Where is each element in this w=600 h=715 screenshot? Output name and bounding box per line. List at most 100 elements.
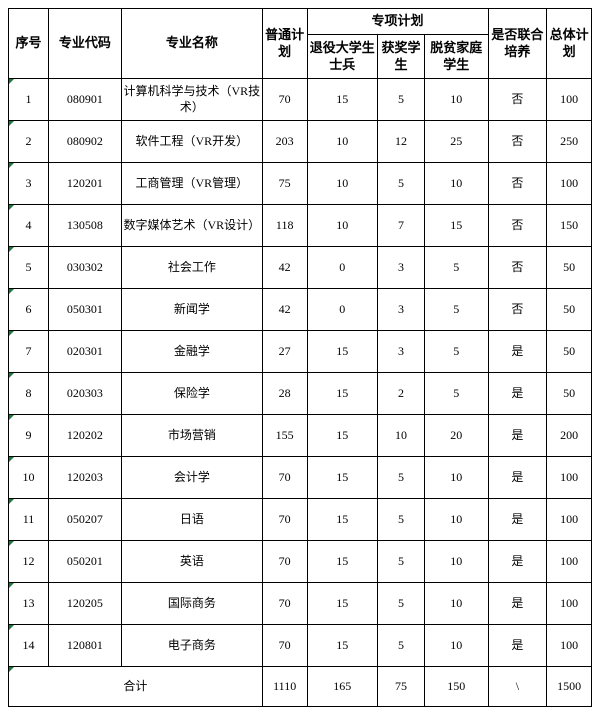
cell-sp-award: 7 — [378, 205, 425, 247]
header-seq: 序号 — [9, 9, 49, 79]
cell-name: 社会工作 — [121, 247, 262, 289]
cell-code: 020301 — [48, 331, 121, 373]
cell-seq: 8 — [9, 373, 49, 415]
cell-general: 118 — [262, 205, 307, 247]
cell-sum-general: 1110 — [262, 667, 307, 707]
cell-seq: 5 — [9, 247, 49, 289]
cell-sp-veteran: 15 — [307, 79, 378, 121]
cell-sp-veteran: 15 — [307, 373, 378, 415]
cell-total: 50 — [547, 289, 592, 331]
cell-code: 120203 — [48, 457, 121, 499]
cell-joint: 否 — [488, 121, 547, 163]
cell-joint: 否 — [488, 163, 547, 205]
cell-name: 英语 — [121, 541, 262, 583]
corner-mark-icon — [9, 625, 14, 630]
cell-name: 会计学 — [121, 457, 262, 499]
cell-code: 020303 — [48, 373, 121, 415]
cell-general: 75 — [262, 163, 307, 205]
cell-sp-veteran: 0 — [307, 289, 378, 331]
cell-seq: 14 — [9, 625, 49, 667]
cell-sp-award: 3 — [378, 331, 425, 373]
cell-name: 数字媒体艺术（VR设计） — [121, 205, 262, 247]
corner-mark-icon — [9, 373, 14, 378]
cell-name: 新闻学 — [121, 289, 262, 331]
cell-sp-veteran: 15 — [307, 457, 378, 499]
cell-sp-veteran: 10 — [307, 205, 378, 247]
corner-mark-icon — [9, 457, 14, 462]
cell-sp-veteran: 10 — [307, 121, 378, 163]
cell-total: 50 — [547, 331, 592, 373]
cell-total: 250 — [547, 121, 592, 163]
cell-sp-poor: 5 — [425, 373, 489, 415]
cell-code: 050207 — [48, 499, 121, 541]
cell-joint: 是 — [488, 499, 547, 541]
table-row: 7020301金融学271535是50 — [9, 331, 592, 373]
cell-total: 100 — [547, 499, 592, 541]
cell-total: 100 — [547, 541, 592, 583]
cell-sum-joint: \ — [488, 667, 547, 707]
cell-seq: 10 — [9, 457, 49, 499]
cell-sp-poor: 10 — [425, 625, 489, 667]
cell-total: 100 — [547, 625, 592, 667]
cell-sp-poor: 20 — [425, 415, 489, 457]
corner-mark-icon — [9, 667, 14, 672]
cell-sp-poor: 25 — [425, 121, 489, 163]
cell-sp-veteran: 10 — [307, 163, 378, 205]
header-joint: 是否联合培养 — [488, 9, 547, 79]
cell-general: 42 — [262, 289, 307, 331]
cell-total: 200 — [547, 415, 592, 457]
corner-mark-icon — [9, 205, 14, 210]
table-row: 5030302社会工作42035否50 — [9, 247, 592, 289]
table-row: 4130508数字媒体艺术（VR设计）11810715否150 — [9, 205, 592, 247]
cell-general: 70 — [262, 499, 307, 541]
cell-name: 电子商务 — [121, 625, 262, 667]
cell-sum-label: 合计 — [9, 667, 263, 707]
cell-code: 120201 — [48, 163, 121, 205]
cell-sp-poor: 10 — [425, 163, 489, 205]
corner-mark-icon — [9, 79, 14, 84]
cell-name: 计算机科学与技术（VR技术） — [121, 79, 262, 121]
cell-general: 27 — [262, 331, 307, 373]
cell-name: 保险学 — [121, 373, 262, 415]
cell-sum-veteran: 165 — [307, 667, 378, 707]
cell-joint: 是 — [488, 625, 547, 667]
header-sp-veteran: 退役大学生士兵 — [307, 35, 378, 79]
cell-code: 050201 — [48, 541, 121, 583]
cell-sp-poor: 5 — [425, 247, 489, 289]
header-total: 总体计划 — [547, 9, 592, 79]
cell-sp-veteran: 15 — [307, 331, 378, 373]
table-row: 2080902软件工程（VR开发）203101225否250 — [9, 121, 592, 163]
admission-plan-table: 序号 专业代码 专业名称 普通计划 专项计划 是否联合培养 总体计划 退役大学生… — [8, 8, 592, 707]
table-row: 14120801电子商务7015510是100 — [9, 625, 592, 667]
cell-seq: 3 — [9, 163, 49, 205]
cell-joint: 否 — [488, 79, 547, 121]
cell-sp-veteran: 15 — [307, 625, 378, 667]
table-row: 6050301新闻学42035否50 — [9, 289, 592, 331]
header-special: 专项计划 — [307, 9, 488, 35]
cell-sp-award: 3 — [378, 247, 425, 289]
corner-mark-icon — [9, 583, 14, 588]
cell-name: 日语 — [121, 499, 262, 541]
header-sp-poor: 脱贫家庭学生 — [425, 35, 489, 79]
cell-general: 70 — [262, 625, 307, 667]
cell-sp-poor: 5 — [425, 289, 489, 331]
cell-joint: 否 — [488, 289, 547, 331]
cell-joint: 否 — [488, 205, 547, 247]
cell-sp-poor: 15 — [425, 205, 489, 247]
cell-sp-award: 3 — [378, 289, 425, 331]
corner-mark-icon — [9, 415, 14, 420]
cell-name: 国际商务 — [121, 583, 262, 625]
cell-total: 100 — [547, 163, 592, 205]
corner-mark-icon — [9, 499, 14, 504]
cell-general: 70 — [262, 79, 307, 121]
cell-seq: 1 — [9, 79, 49, 121]
cell-sp-award: 5 — [378, 457, 425, 499]
corner-mark-icon — [9, 163, 14, 168]
cell-sum-total: 1500 — [547, 667, 592, 707]
header-name: 专业名称 — [121, 9, 262, 79]
cell-code: 080901 — [48, 79, 121, 121]
table-row: 10120203会计学7015510是100 — [9, 457, 592, 499]
corner-mark-icon — [9, 247, 14, 252]
cell-seq: 2 — [9, 121, 49, 163]
cell-total: 150 — [547, 205, 592, 247]
